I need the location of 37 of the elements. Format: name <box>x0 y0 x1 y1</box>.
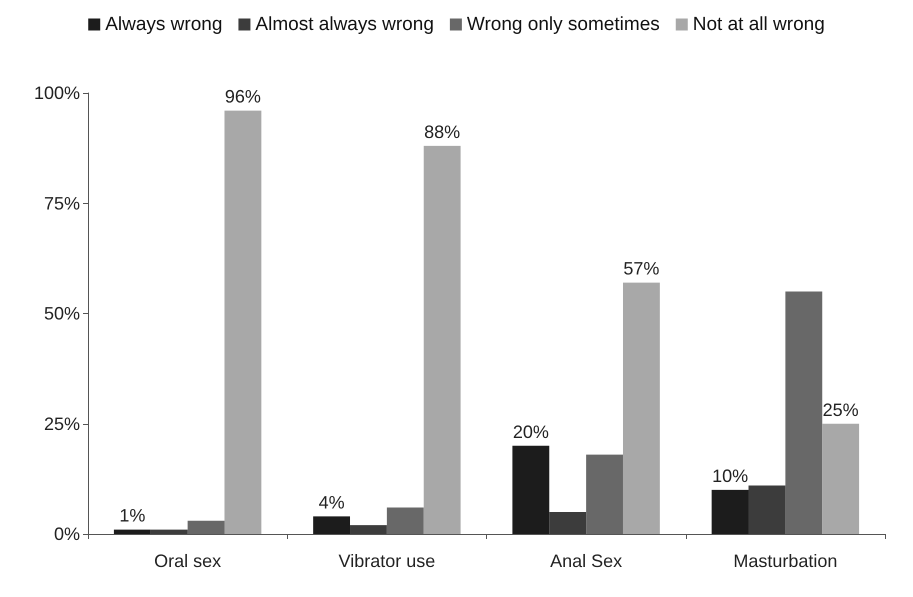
bar <box>224 110 262 534</box>
legend-label: Wrong only sometimes <box>466 14 660 35</box>
y-tick-label: 75% <box>44 193 80 214</box>
bar <box>512 446 550 534</box>
legend-label: Always wrong <box>105 14 222 35</box>
bar <box>350 525 387 534</box>
bar <box>822 424 860 534</box>
data-label: 57% <box>623 258 660 279</box>
bar <box>313 516 350 534</box>
bar <box>712 490 749 534</box>
bar <box>748 485 786 534</box>
x-tick-label: Oral sex <box>154 551 222 571</box>
data-label: 88% <box>424 122 460 142</box>
bar <box>150 530 188 534</box>
x-tick-label: Vibrator use <box>338 551 436 571</box>
data-label: 4% <box>318 492 345 512</box>
bar <box>549 512 586 534</box>
bar <box>386 508 424 534</box>
x-tick-label: Anal Sex <box>550 551 622 571</box>
bar <box>188 520 224 534</box>
data-label: 96% <box>224 86 261 107</box>
y-tick-label: 0% <box>54 524 80 544</box>
y-tick-label: 50% <box>44 304 80 324</box>
bar <box>622 282 660 534</box>
bar <box>586 454 623 534</box>
y-tick-label: 100% <box>34 83 80 103</box>
data-label: 10% <box>712 466 748 486</box>
data-label: 20% <box>512 422 549 442</box>
legend-label: Not at all wrong <box>692 14 825 35</box>
y-tick-label: 25% <box>44 414 80 434</box>
bar <box>785 291 822 534</box>
bar <box>114 530 151 534</box>
x-tick-label: Masturbation <box>733 551 838 571</box>
bar <box>424 146 461 534</box>
data-label: 25% <box>822 400 859 420</box>
data-label: 1% <box>119 506 146 526</box>
legend-label: Almost always wrong <box>255 14 434 35</box>
